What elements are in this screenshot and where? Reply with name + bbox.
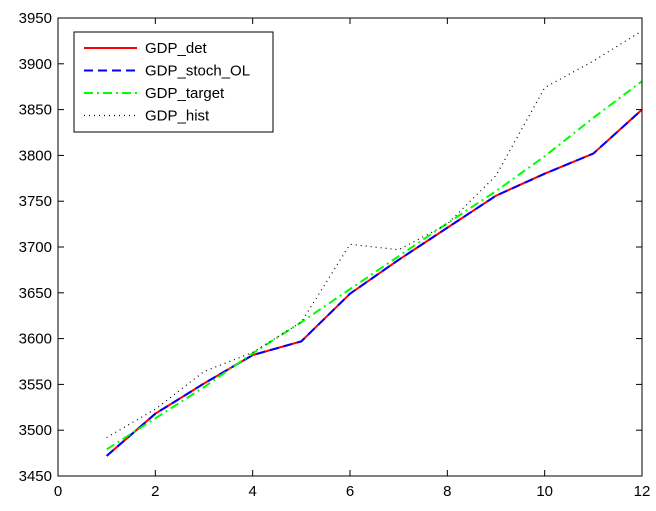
y-tick-label: 3900 (19, 56, 52, 73)
y-tick-label: 3450 (19, 468, 52, 485)
legend-label-gdp-hist: GDP_hist (145, 108, 210, 125)
series-line-gdp-stoch-ol (106, 108, 643, 457)
axes-layer: 0 2 4 6 8 10 12 3450 3500 3550 3600 3650 3700 3750 380… (19, 10, 651, 500)
y-tick-label: 3650 (19, 285, 52, 302)
y-tick-label: 3800 (19, 147, 52, 164)
x-tick-label: 4 (248, 483, 256, 500)
y-tick-label: 3850 (19, 102, 52, 119)
legend-label-gdp-det: GDP_det (145, 40, 208, 57)
x-tick-label: 6 (346, 483, 354, 500)
x-tick-label: 0 (54, 483, 62, 500)
y-tick-label: 3750 (19, 193, 52, 210)
legend-label-gdp-stoch-ol: GDP_stoch_OL (145, 63, 250, 80)
y-tick-label: 3600 (19, 331, 52, 348)
series-layer (106, 30, 643, 457)
series-line-gdp-target (106, 80, 643, 451)
x-tick-label: 8 (443, 483, 451, 500)
y-tick-label: 3700 (19, 239, 52, 256)
y-tick-label: 3950 (19, 10, 52, 27)
x-tick-label: 10 (536, 483, 553, 500)
legend: GDP_det GDP_stoch_OL GDP_target GDP_hist (73, 31, 274, 133)
x-tick-label: 12 (634, 483, 651, 500)
legend-label-gdp-target: GDP_target (145, 85, 225, 102)
y-tick-label: 3500 (19, 422, 52, 439)
y-tick-label: 3550 (19, 376, 52, 393)
x-tick-label: 2 (151, 483, 159, 500)
